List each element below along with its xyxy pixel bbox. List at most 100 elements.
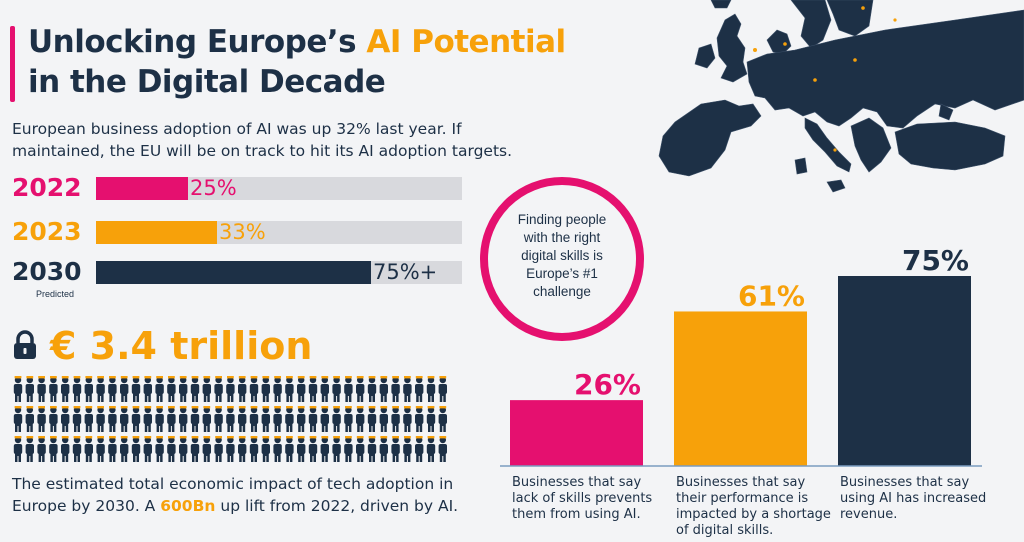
person-icon — [273, 436, 282, 462]
person-icon — [72, 376, 82, 402]
subtitle: European business adoption of AI was up … — [12, 120, 513, 160]
person-icon — [320, 436, 329, 462]
person-icon — [84, 436, 93, 462]
progress-track: 33% — [96, 221, 462, 244]
person-icon — [426, 376, 436, 402]
person-icon — [214, 436, 223, 462]
person-icon — [214, 406, 223, 432]
person-icon — [84, 376, 93, 402]
person-icon — [308, 376, 318, 402]
impact-text-part1: The estimated total economic impact of t… — [12, 475, 454, 515]
skills-challenge-callout: Finding people with the right digital sk… — [480, 177, 644, 341]
impact-text-part2: up lift from 2022, driven by AI. — [215, 497, 459, 515]
person-icon — [426, 436, 436, 462]
page-title: Unlocking Europe’s AI Potential in the Di… — [28, 22, 566, 102]
person-icon — [415, 406, 424, 432]
person-icon — [367, 376, 377, 402]
bar-value-label: 75% — [902, 244, 969, 277]
person-icon — [120, 436, 129, 462]
person-icon — [25, 406, 34, 432]
person-icon — [226, 376, 235, 402]
percent-label: 25% — [190, 176, 237, 200]
callout-text: Finding people with the right digital sk… — [517, 212, 607, 299]
person-icon — [13, 376, 23, 402]
person-icon — [179, 376, 188, 402]
person-icon — [202, 406, 211, 432]
person-icon — [72, 406, 82, 432]
person-icon — [167, 376, 176, 402]
person-icon — [297, 376, 306, 402]
person-icon — [72, 436, 82, 462]
person-icon — [25, 436, 34, 462]
person-icon — [438, 436, 447, 462]
person-icon — [367, 406, 377, 432]
person-icon — [61, 436, 70, 462]
person-icon — [226, 436, 235, 462]
person-icon — [190, 376, 200, 402]
person-icon — [96, 406, 105, 432]
person-icon — [308, 406, 318, 432]
chart-bar — [838, 276, 971, 466]
person-icon — [37, 406, 46, 432]
person-icon — [403, 406, 412, 432]
person-icon — [49, 406, 58, 432]
person-icon — [403, 436, 412, 462]
progress-fill — [96, 221, 217, 244]
title-part1: Unlocking Europe’s — [28, 24, 367, 60]
person-icon — [155, 406, 164, 432]
chart-bar — [510, 400, 643, 466]
person-icon — [190, 436, 200, 462]
person-icon — [179, 406, 188, 432]
person-icon — [438, 406, 447, 432]
year-label: 2023 — [12, 217, 82, 246]
person-icon — [120, 376, 129, 402]
person-icon — [426, 406, 436, 432]
person-icon — [167, 406, 176, 432]
europe-map-image — [658, 0, 1024, 193]
person-icon — [391, 376, 400, 402]
person-icon — [202, 436, 211, 462]
person-icon — [320, 376, 329, 402]
person-icon — [61, 376, 70, 402]
person-icon — [13, 406, 23, 432]
person-icon — [49, 376, 58, 402]
person-icon — [249, 436, 259, 462]
person-icon — [131, 406, 141, 432]
person-icon — [403, 376, 412, 402]
person-icon — [179, 436, 188, 462]
person-icon — [308, 436, 318, 462]
person-icon — [344, 406, 353, 432]
person-icon — [108, 406, 117, 432]
person-icon — [155, 376, 164, 402]
person-icon — [415, 376, 424, 402]
person-icon — [320, 406, 329, 432]
impact-description: The estimated total economic impact of t… — [12, 473, 462, 517]
person-icon — [238, 376, 247, 402]
person-icon — [379, 436, 388, 462]
person-icon — [120, 406, 129, 432]
percent-label: 75%+ — [373, 260, 438, 284]
impact-highlight: 600Bn — [160, 497, 216, 515]
person-icon — [261, 376, 270, 402]
person-icon — [415, 436, 424, 462]
person-icon — [379, 376, 388, 402]
person-icon — [202, 376, 211, 402]
title-line2: in the Digital Decade — [28, 64, 386, 100]
person-icon — [84, 406, 93, 432]
person-icon — [285, 406, 294, 432]
people-icons-grid — [13, 376, 447, 462]
bar-category-label: Businesses that say lack of skills preven… — [512, 475, 652, 522]
person-icon — [273, 376, 282, 402]
person-icon — [37, 376, 46, 402]
progress-fill — [96, 261, 371, 284]
person-icon — [391, 406, 400, 432]
person-icon — [108, 376, 117, 402]
person-icon — [297, 406, 306, 432]
person-icon — [13, 436, 23, 462]
person-icon — [273, 406, 282, 432]
bar-value-label: 61% — [738, 279, 805, 312]
title-accent-bar — [10, 26, 15, 102]
person-icon — [61, 406, 70, 432]
person-icon — [238, 436, 247, 462]
person-icon — [249, 376, 259, 402]
